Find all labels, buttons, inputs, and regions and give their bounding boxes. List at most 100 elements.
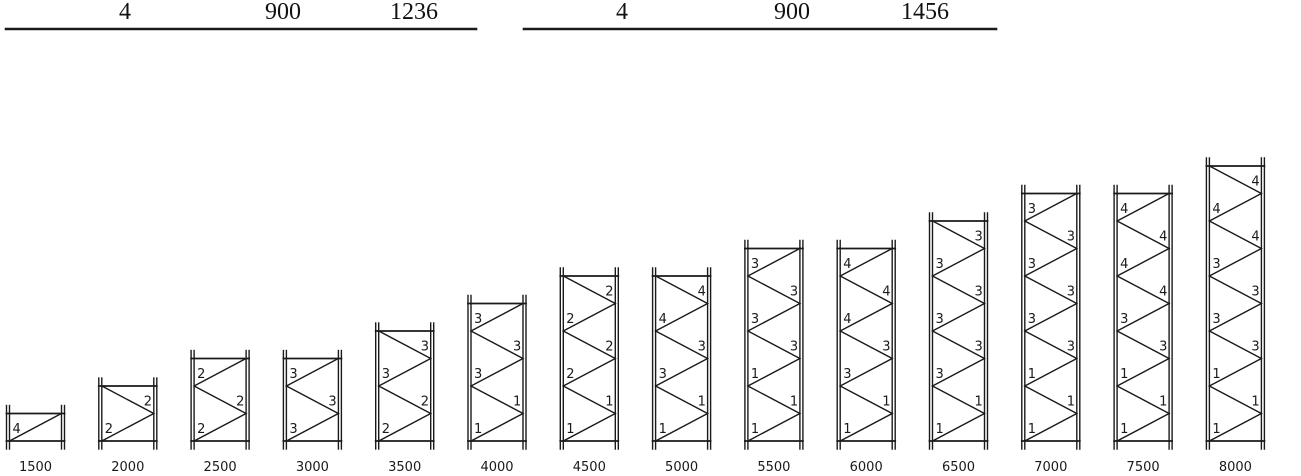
brace-label: 3 — [975, 230, 983, 245]
brace-label: 3 — [1212, 257, 1220, 272]
brace-label: 3 — [1067, 340, 1075, 355]
frame-height-label: 1500 — [19, 460, 52, 475]
diagonal-bracing — [284, 357, 340, 442]
frame-4000: 1 1 3 3 3 4000 — [467, 294, 527, 475]
frame-height-label: 4500 — [573, 460, 606, 475]
brace-label: 3 — [474, 367, 482, 382]
frame-height-label: 5000 — [665, 460, 698, 475]
brace-label: 3 — [513, 340, 521, 355]
brace-label: 2 — [421, 395, 429, 410]
brace-label: 3 — [289, 422, 297, 437]
diagonal-bracing — [469, 302, 525, 442]
brace-label: 4 — [1251, 230, 1259, 245]
brace-label: 1 — [975, 395, 983, 410]
frame-height-label: 7500 — [1127, 460, 1160, 475]
brace-label: 3 — [882, 340, 890, 355]
brace-label: 3 — [1251, 285, 1259, 300]
brace-label: 3 — [698, 340, 706, 355]
brace-label: 3 — [328, 395, 336, 410]
frame-7500: 1 1 1 3 3 4 4 4 4 7500 — [1113, 184, 1173, 475]
brace-label: 3 — [936, 367, 944, 382]
brace-label: 1 — [474, 422, 482, 437]
brace-label: 1 — [513, 395, 521, 410]
brace-label: 3 — [936, 312, 944, 327]
brace-label: 3 — [1120, 312, 1128, 327]
header-left-value-3: 1236 — [390, 0, 438, 25]
frame-height-label: 2500 — [204, 460, 237, 475]
brace-label: 4 — [1159, 285, 1167, 300]
brace-label: 2 — [605, 340, 613, 355]
brace-label: 2 — [566, 312, 574, 327]
brace-label: 1 — [698, 395, 706, 410]
brace-label: 4 — [659, 312, 667, 327]
frame-2000: 2 2 2000 — [97, 377, 158, 475]
header-left-value-1: 4 — [119, 0, 131, 25]
brace-label: 2 — [605, 285, 613, 300]
frame-8000: 1 1 1 3 3 3 3 4 4 4 8000 — [1205, 157, 1266, 475]
brace-label: 4 — [13, 422, 21, 437]
brace-label: 3 — [975, 340, 983, 355]
frame-height-label: 6000 — [850, 460, 883, 475]
brace-label: 3 — [751, 257, 759, 272]
frame-7000: 1 1 1 3 3 3 3 3 3 7000 — [1020, 184, 1081, 475]
brace-label: 1 — [659, 422, 667, 437]
brace-label: 3 — [382, 367, 390, 382]
frame-3500: 2 2 3 3 3500 — [374, 322, 435, 475]
brace-label: 3 — [975, 285, 983, 300]
brace-label: 1 — [936, 422, 944, 437]
brace-label: 3 — [1159, 340, 1167, 355]
brace-label: 3 — [751, 312, 759, 327]
diagonal-bracing — [1207, 165, 1263, 442]
brace-label: 3 — [936, 257, 944, 272]
frame-height-label: 8000 — [1219, 460, 1252, 475]
frame-height-label: 5500 — [757, 460, 790, 475]
brace-label: 1 — [1159, 395, 1167, 410]
brace-label: 2 — [566, 367, 574, 382]
brace-label: 1 — [1028, 367, 1036, 382]
diagonal-bracing — [377, 330, 433, 442]
brace-label: 3 — [1028, 312, 1036, 327]
frame-3000: 3 3 3 3000 — [282, 349, 343, 475]
brace-label: 3 — [1067, 230, 1075, 245]
brace-label: 3 — [1212, 312, 1220, 327]
frame-4500: 1 1 2 2 2 2 4500 — [559, 267, 620, 475]
brace-label: 1 — [751, 422, 759, 437]
frame-5500: 1 1 1 3 3 3 3 5500 — [744, 239, 804, 475]
diagonal-bracing — [192, 357, 248, 442]
brace-label: 2 — [197, 422, 205, 437]
brace-label: 3 — [289, 367, 297, 382]
frame-6500: 1 1 3 3 3 3 3 3 6500 — [928, 212, 989, 475]
brace-label: 2 — [105, 422, 113, 437]
header-right-value-2: 900 — [774, 0, 810, 25]
frame-height-label: 3500 — [388, 460, 421, 475]
frame-height-label: 3000 — [296, 460, 329, 475]
brace-label: 1 — [843, 422, 851, 437]
brace-label: 1 — [1120, 422, 1128, 437]
brace-label: 3 — [843, 367, 851, 382]
brace-label: 4 — [1120, 202, 1128, 217]
frames-group: 4 1500 2 2 2000 2 2 2 2500 3 3 3 3000 2 2 3 3 3500 1 1 3 3 3 40… — [5, 157, 1266, 475]
diagonal-bracing — [746, 247, 802, 442]
brace-label: 4 — [843, 312, 851, 327]
frame-1500: 4 1500 — [5, 404, 66, 475]
brace-label: 3 — [1028, 257, 1036, 272]
brace-label: 2 — [382, 422, 390, 437]
brace-label: 1 — [882, 395, 890, 410]
brace-label: 4 — [1159, 230, 1167, 245]
diagonal-bracing — [931, 220, 986, 442]
frame-height-label: 4000 — [480, 460, 513, 475]
frame-height-label: 6500 — [942, 460, 975, 475]
brace-label: 1 — [605, 395, 613, 410]
header-group: 4 900 1236 4 900 1456 — [4, 0, 998, 31]
brace-label: 4 — [698, 285, 706, 300]
brace-label: 2 — [197, 367, 205, 382]
brace-label: 4 — [1120, 257, 1128, 272]
brace-label: 1 — [1067, 395, 1075, 410]
frame-height-label: 2000 — [111, 460, 144, 475]
brace-label: 3 — [1028, 202, 1036, 217]
brace-label: 3 — [474, 312, 482, 327]
diagonal-bracing — [100, 385, 156, 442]
frame-2500: 2 2 2 2500 — [190, 349, 251, 475]
diagonal-bracing — [838, 247, 894, 442]
